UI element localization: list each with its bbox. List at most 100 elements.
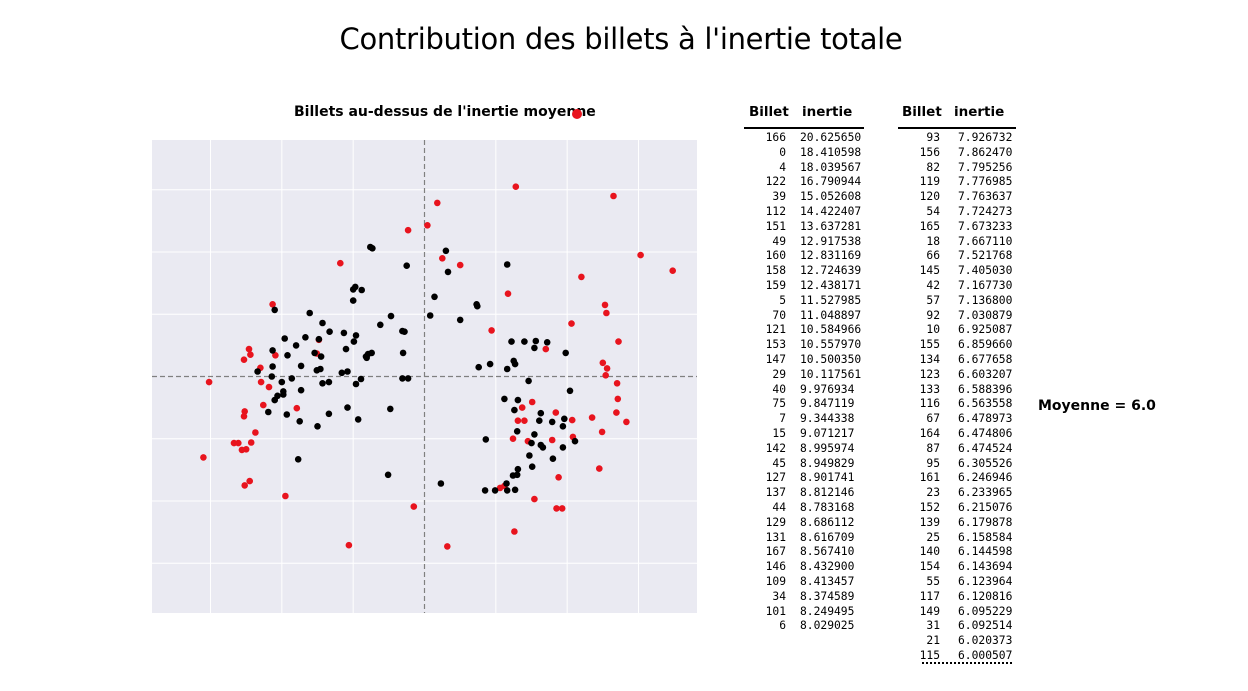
- data-point-above-mean: [246, 477, 253, 485]
- table-row: 121 10.584966: [744, 323, 864, 338]
- table-header: Billet inertie: [744, 104, 864, 126]
- data-point-below-mean: [521, 338, 528, 345]
- data-point-above-mean: [260, 401, 267, 409]
- table-row: 147 10.500350: [744, 353, 864, 368]
- data-point-below-mean: [561, 415, 568, 423]
- inertia-value: 6.143694: [958, 560, 1013, 574]
- data-point-below-mean: [491, 487, 499, 494]
- data-point-below-mean: [317, 353, 325, 360]
- data-point-below-mean: [399, 375, 406, 382]
- inertia-value: 7.136800: [958, 293, 1013, 307]
- data-point-below-mean: [319, 319, 326, 327]
- data-point-above-mean: [282, 492, 289, 500]
- inertia-value: 6.588396: [958, 382, 1013, 396]
- billet-id: 121: [765, 323, 786, 337]
- billet-id: 152: [919, 500, 940, 514]
- data-point-above-mean: [518, 404, 526, 411]
- billet-id: 129: [765, 515, 786, 529]
- data-point-above-mean: [200, 454, 207, 461]
- data-point-below-mean: [306, 309, 313, 317]
- inertia-value: 15.052608: [800, 190, 862, 204]
- data-point-below-mean: [399, 327, 406, 335]
- table-row: 21 6.020373: [898, 634, 1016, 649]
- table-row: 67 6.478973: [898, 412, 1016, 427]
- table-row: 129 8.686112: [744, 516, 864, 531]
- billet-id: 0: [779, 145, 786, 159]
- table-row: 29 10.117561: [744, 368, 864, 383]
- inertia-value: 7.862470: [958, 145, 1013, 159]
- data-point-below-mean: [342, 345, 350, 353]
- data-point-below-mean: [292, 342, 300, 349]
- data-point-below-mean: [294, 456, 302, 463]
- data-point-below-mean: [350, 338, 358, 345]
- data-point-above-mean: [553, 505, 560, 512]
- table-row: 82 7.795256: [898, 161, 1016, 176]
- billet-id: 165: [919, 219, 940, 233]
- inertia-value: 7.405030: [958, 264, 1013, 278]
- inertia-value: 12.917538: [800, 234, 862, 248]
- data-point-below-mean: [528, 463, 536, 471]
- data-point-below-mean: [511, 360, 519, 368]
- inertia-value: 9.847119: [800, 397, 855, 411]
- data-point-above-mean: [578, 273, 585, 281]
- billet-id: 5: [779, 293, 786, 307]
- table-row: 5 11.527985: [744, 294, 864, 309]
- table-row: 131 8.616709: [744, 531, 864, 546]
- billet-id: 140: [919, 545, 940, 559]
- data-point-below-mean: [514, 396, 522, 404]
- billet-id: 31: [926, 619, 940, 633]
- data-point-below-mean: [296, 418, 303, 425]
- table-row: 109 8.413457: [744, 575, 864, 590]
- data-point-below-mean: [404, 375, 412, 382]
- billet-id: 115: [919, 648, 940, 659]
- data-point-below-mean: [481, 487, 489, 494]
- billet-id: 147: [765, 352, 786, 366]
- data-point-above-mean: [555, 474, 562, 481]
- inertia-value: 13.637281: [800, 219, 862, 233]
- inertia-value: 8.029025: [800, 619, 855, 633]
- data-point-below-mean: [352, 380, 360, 388]
- data-point-below-mean: [297, 362, 305, 370]
- table-row: 42 7.167730: [898, 279, 1016, 294]
- billet-id: 146: [765, 560, 786, 574]
- inertia-value: 12.438171: [800, 278, 862, 292]
- data-point-above-mean: [603, 309, 610, 317]
- billet-id: 25: [926, 530, 940, 544]
- table-row: 151 13.637281: [744, 220, 864, 235]
- inertia-value: 6.246946: [958, 471, 1013, 485]
- data-point-above-mean: [598, 428, 606, 436]
- plot-title: Billets au-dessus de l'inertie moyenne: [294, 104, 596, 120]
- data-point-below-mean: [387, 405, 394, 413]
- billet-id: 156: [919, 145, 940, 159]
- inertia-value: 6.120816: [958, 589, 1013, 603]
- inertia-value: 6.215076: [958, 500, 1013, 514]
- inertia-value: 7.030879: [958, 308, 1013, 322]
- inertia-value: 8.616709: [800, 530, 855, 544]
- table-row: 133 6.588396: [898, 383, 1016, 398]
- inertia-value: 20.625650: [800, 131, 862, 144]
- inertia-value: 6.603207: [958, 367, 1013, 381]
- data-point-below-mean: [503, 480, 510, 487]
- data-point-below-mean: [482, 436, 490, 443]
- data-point-above-mean: [238, 446, 246, 454]
- data-point-below-mean: [358, 286, 365, 294]
- data-point-above-mean: [434, 199, 441, 207]
- data-point-below-mean: [384, 471, 392, 479]
- data-point-below-mean: [437, 480, 445, 487]
- billet-id: 42: [926, 278, 940, 292]
- billet-id: 4: [779, 160, 786, 174]
- data-point-below-mean: [508, 338, 515, 345]
- data-point-below-mean: [363, 354, 370, 362]
- inertia-table-right: Billet inertie 93 7.926732 156 7.862470 82 7.…: [898, 104, 1016, 664]
- data-point-above-mean: [521, 417, 528, 425]
- mean-label: Moyenne = 6.0: [1038, 398, 1156, 414]
- table-row: 55 6.123964: [898, 575, 1016, 590]
- data-point-above-mean: [531, 495, 538, 503]
- table-row: 15 9.071217: [744, 427, 864, 442]
- billet-id: 164: [919, 426, 940, 440]
- header-billet: Billet: [749, 104, 789, 120]
- data-point-below-mean: [486, 360, 494, 368]
- table-row: 25 6.158584: [898, 531, 1016, 546]
- data-point-above-mean: [456, 261, 464, 269]
- data-point-below-mean: [315, 335, 323, 343]
